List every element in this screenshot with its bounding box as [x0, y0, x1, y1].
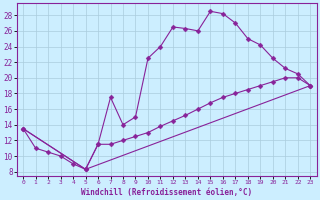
X-axis label: Windchill (Refroidissement éolien,°C): Windchill (Refroidissement éolien,°C): [81, 188, 252, 197]
